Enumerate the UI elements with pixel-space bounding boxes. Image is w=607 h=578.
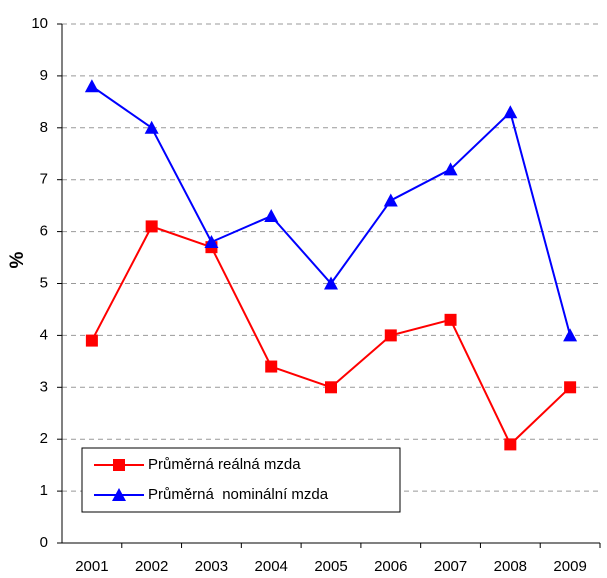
- y-tick-label: 5: [40, 274, 48, 291]
- point: [383, 193, 398, 207]
- x-tick-label: 2007: [434, 558, 467, 575]
- y-tick-label: 3: [40, 378, 48, 395]
- y-tick-label: 10: [31, 15, 48, 32]
- y-axis-label: %: [7, 251, 28, 268]
- point: [444, 313, 457, 326]
- point: [504, 438, 517, 451]
- point: [325, 381, 337, 394]
- y-tick-label: 2: [40, 430, 48, 447]
- x-tick-label: 2009: [553, 558, 586, 575]
- point: [84, 79, 99, 93]
- x-tick-label: 2002: [135, 558, 168, 575]
- point: [564, 381, 577, 394]
- point: [85, 334, 98, 347]
- point: [204, 234, 219, 248]
- y-tick-label: 9: [40, 67, 48, 84]
- point: [503, 105, 518, 119]
- y-tick-label: 4: [40, 326, 48, 343]
- legend-label: Průměrná nominální mzda: [148, 486, 329, 503]
- y-tick-label: 8: [40, 119, 48, 136]
- y-tick-label: 0: [40, 534, 48, 551]
- point: [563, 328, 578, 342]
- y-tick-label: 7: [40, 171, 48, 188]
- x-tick-label: 2004: [255, 558, 288, 575]
- x-tick-label: 2001: [75, 558, 108, 575]
- point: [264, 209, 279, 223]
- legend-box: [81, 447, 401, 513]
- point: [265, 360, 278, 373]
- legend-marker: [112, 488, 126, 501]
- x-tick-label: 2006: [374, 558, 407, 575]
- point: [144, 120, 159, 134]
- point: [145, 220, 158, 233]
- series-line: [91, 85, 572, 336]
- x-tick-label: 2008: [494, 558, 527, 575]
- legend-marker: [113, 459, 125, 471]
- y-tick-label: 6: [40, 223, 48, 240]
- point: [384, 329, 397, 342]
- point: [443, 162, 458, 176]
- x-tick-label: 2005: [314, 558, 347, 575]
- x-tick-label: 2003: [195, 558, 228, 575]
- legend-label: Průměrná reálná mzda: [148, 456, 301, 473]
- point: [324, 276, 338, 290]
- y-tick-label: 1: [40, 482, 48, 499]
